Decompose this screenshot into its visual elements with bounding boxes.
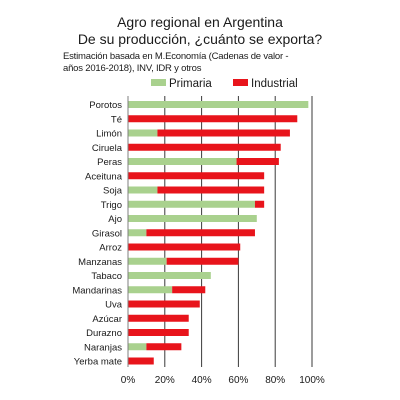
category-label: Mandarinas <box>72 285 122 296</box>
bar-industrial <box>128 172 265 180</box>
bar-industrial <box>166 257 239 265</box>
category-label: Peras <box>97 157 122 168</box>
bar-primaria <box>128 257 167 265</box>
bar-industrial <box>146 343 182 351</box>
category-label: Tabaco <box>91 271 122 282</box>
x-tick-label: 80% <box>265 375 285 386</box>
bar-industrial <box>254 200 265 208</box>
x-tick-label: 0% <box>121 375 136 386</box>
category-label: Durazno <box>86 328 122 339</box>
bar-industrial <box>128 243 241 251</box>
bar-industrial <box>128 300 200 308</box>
category-label: Girasol <box>92 228 122 239</box>
bar-primaria <box>128 158 237 165</box>
category-label: Aceituna <box>85 171 123 182</box>
category-label: Ciruela <box>92 143 123 154</box>
bar-industrial <box>157 129 290 137</box>
legend-item-industrial: Industrial <box>233 77 298 91</box>
bar-industrial <box>146 229 255 237</box>
bar-primaria <box>128 129 158 137</box>
legend-swatch-primaria <box>151 79 166 87</box>
legend-swatch-industrial <box>233 79 248 87</box>
legend-item-primaria: Primaria <box>151 77 212 91</box>
bar-industrial <box>172 286 206 294</box>
bar-primaria <box>128 215 257 222</box>
category-label: Arroz <box>99 243 122 254</box>
bar-industrial <box>128 143 281 151</box>
bar-industrial <box>157 186 265 194</box>
bar-primaria <box>128 200 255 208</box>
chart-source-note: Estimación basada en M.Economía (Cadenas… <box>63 51 289 62</box>
bar-industrial <box>128 314 189 322</box>
category-label: Porotos <box>89 100 122 111</box>
bar-primaria <box>128 272 211 279</box>
category-label: Naranjas <box>84 342 122 353</box>
bar-primaria <box>128 229 147 237</box>
legend-label-industrial: Industrial <box>251 78 298 90</box>
category-label: Manzanas <box>78 257 122 268</box>
bar-primaria <box>128 286 173 294</box>
x-tick-label: 20% <box>155 375 175 386</box>
legend-label-primaria: Primaria <box>169 78 212 90</box>
bar-industrial <box>236 158 279 165</box>
bar-primaria <box>128 186 158 194</box>
x-tick-label: 100% <box>299 375 325 386</box>
chart-title-question: De su producción, ¿cuánto se exporta? <box>77 31 323 47</box>
bar-primaria <box>128 343 147 351</box>
category-label: Uva <box>105 300 123 311</box>
category-label: Yerba mate <box>74 357 122 368</box>
bar-industrial <box>128 329 189 336</box>
category-label: Ajo <box>108 214 122 225</box>
category-label: Limón <box>96 129 122 140</box>
category-label: Soja <box>103 186 123 197</box>
x-tick-label: 60% <box>228 375 248 386</box>
x-tick-label: 40% <box>192 375 212 386</box>
chart-title: Agro regional en Argentina <box>117 14 283 30</box>
bar-primaria <box>128 101 309 108</box>
category-label: Té <box>111 114 122 125</box>
bar-industrial <box>128 357 154 365</box>
chart-source-note-continued: años 2016-2018), INV, IDR y otros <box>63 63 202 74</box>
category-label: Trigo <box>101 200 122 211</box>
bar-industrial <box>128 115 298 123</box>
category-label: Azúcar <box>92 314 122 325</box>
